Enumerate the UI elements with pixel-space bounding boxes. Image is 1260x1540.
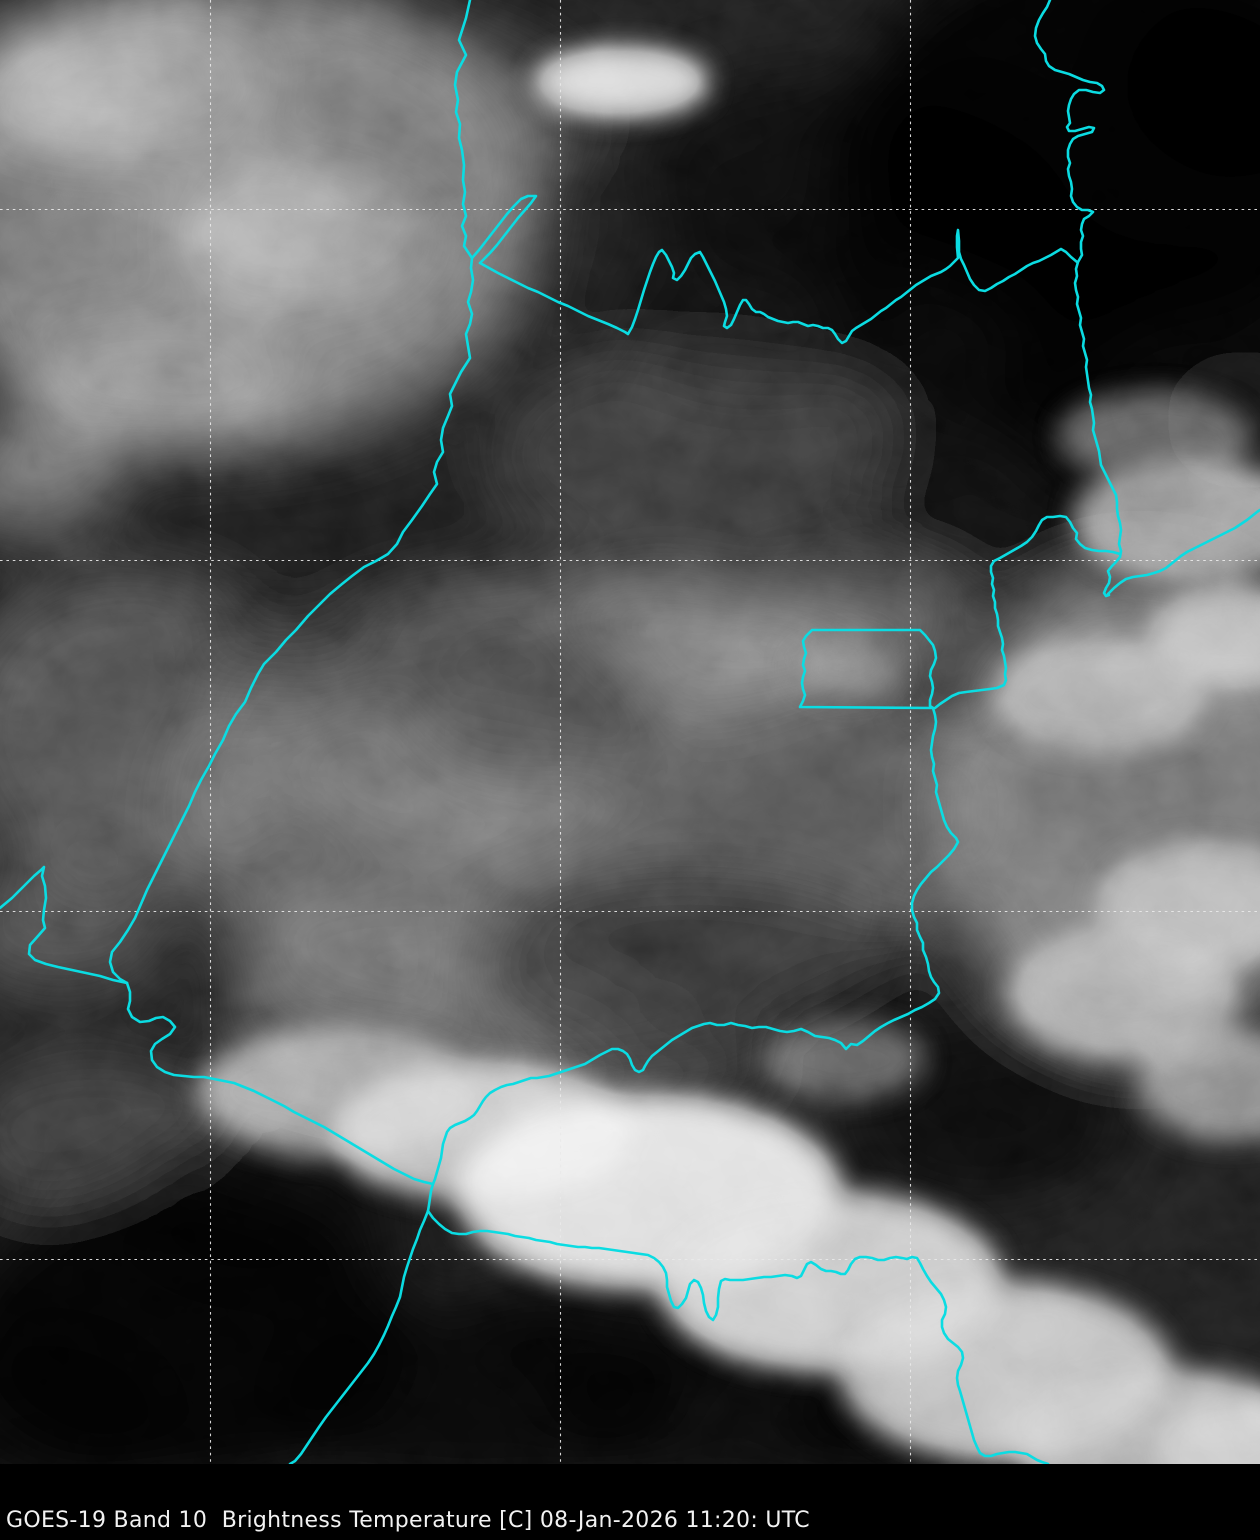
boundary-ne-exit [1106, 508, 1260, 596]
boundary-west-arm [933, 514, 1122, 710]
boundary-south-from-df [426, 706, 960, 1213]
boundary-west-river [108, 0, 475, 985]
distrito-federal-boundary [798, 628, 938, 710]
map-overlay [0, 0, 1260, 1464]
satellite-image [0, 0, 1260, 1464]
cloud-imagery [0, 0, 1260, 1464]
boundary-east-branch [426, 1209, 1050, 1464]
boundary-east-river [1033, 0, 1123, 598]
graticule [0, 0, 1260, 1464]
caption-bar: GOES-19 Band 10 Brightness Temperature [… [0, 1464, 1260, 1540]
boundary-west-diagonal [125, 981, 435, 1186]
boundary-top-center [478, 228, 1079, 345]
boundary-hairpin [470, 194, 538, 265]
boundary-south-branch [288, 1209, 430, 1464]
caption-text: GOES-19 Band 10 Brightness Temperature [… [6, 1508, 810, 1533]
state-boundaries [0, 0, 1260, 1464]
boundary-left-loop [0, 865, 129, 985]
